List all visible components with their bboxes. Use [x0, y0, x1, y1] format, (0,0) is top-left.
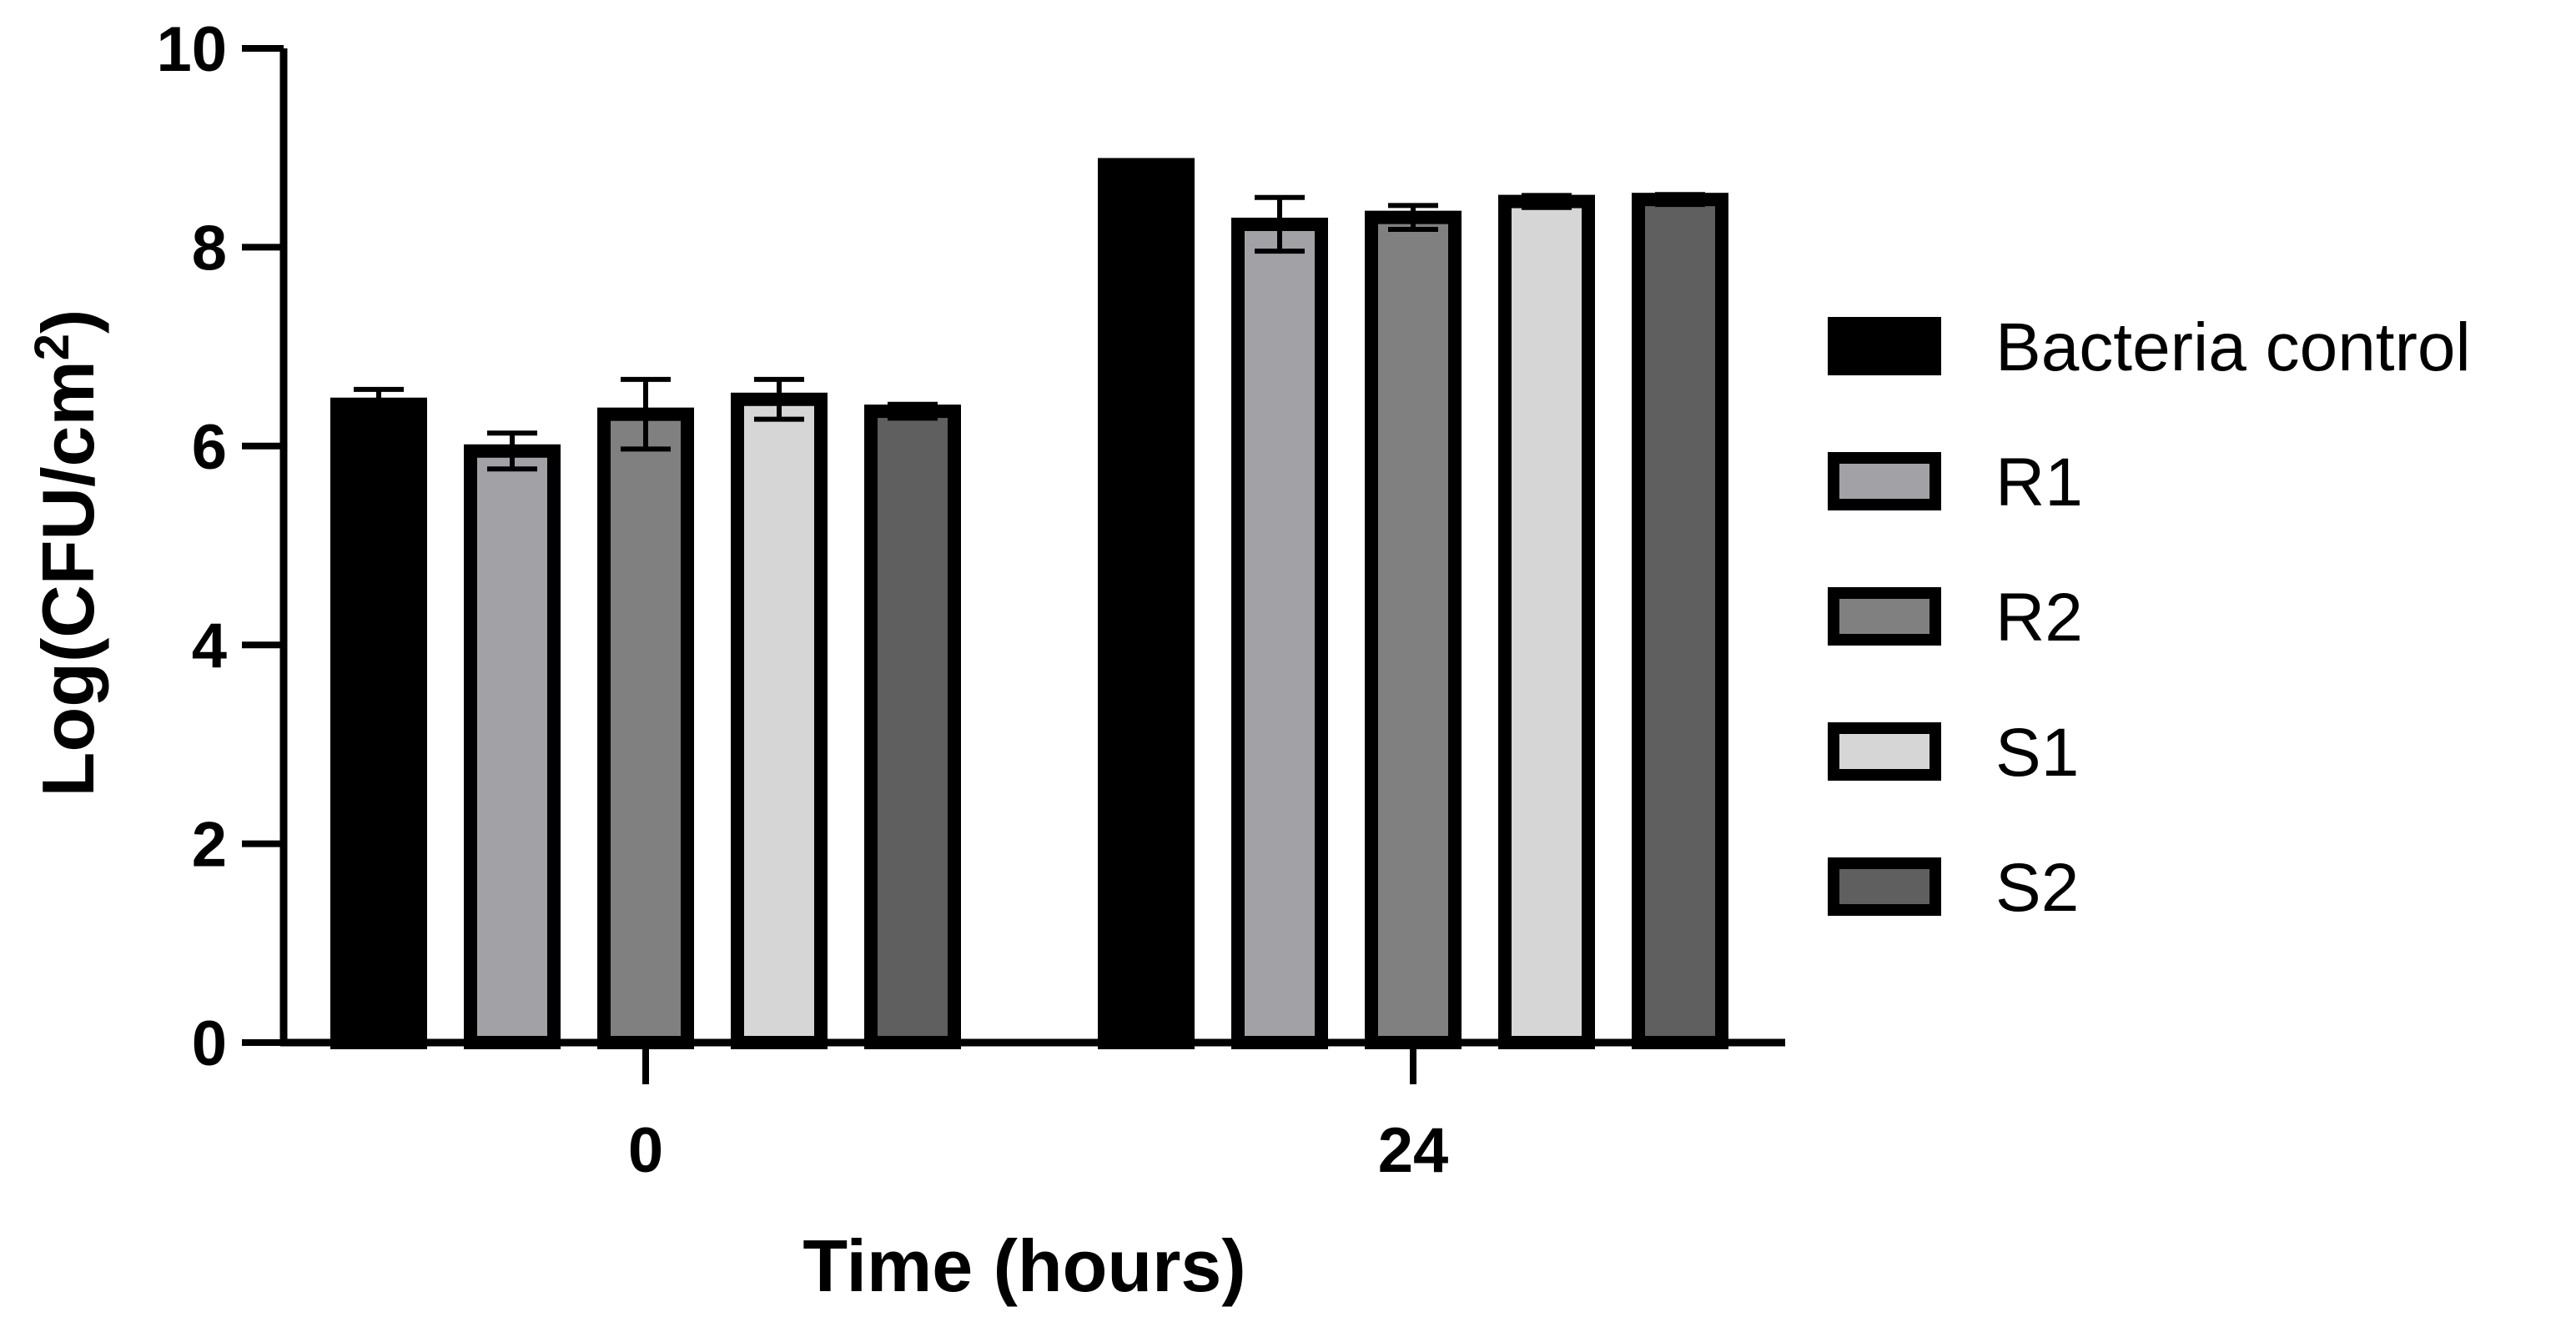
x-tick-label: 0 — [628, 1115, 663, 1186]
legend-swatch — [1828, 857, 1941, 916]
y-axis-title-suffix: ) — [27, 309, 109, 334]
y-tick-label: 8 — [192, 213, 227, 284]
legend-label: R1 — [1995, 445, 2083, 520]
y-axis-title-main: Log(CFU/cm — [27, 360, 109, 797]
chart-marks — [330, 158, 1728, 1050]
x-axis-title: Time (hours) — [802, 1224, 1245, 1307]
legend-label: R2 — [1995, 580, 2083, 656]
y-tick-label: 2 — [192, 810, 227, 881]
legend-swatch — [1828, 452, 1941, 510]
legend-label: S1 — [1995, 715, 2079, 791]
y-axis-title-superscript: 2 — [25, 334, 79, 360]
legend-swatch — [1828, 722, 1941, 781]
bar — [464, 444, 561, 1049]
legend-swatch — [1828, 587, 1941, 646]
legend: Bacteria control R1 R2 S1 S2 — [1828, 309, 2471, 926]
legend-label: Bacteria control — [1995, 309, 2471, 385]
bar — [1498, 194, 1595, 1049]
legend-label: S2 — [1995, 850, 2079, 926]
y-axis-title: Log(CFU/cm2) — [25, 309, 109, 797]
y-tick-label: 4 — [192, 611, 227, 681]
y-tick-label: 10 — [156, 14, 227, 85]
y-tick-label: 0 — [192, 1008, 227, 1079]
bar — [330, 397, 427, 1049]
bar — [864, 405, 961, 1049]
x-tick-label: 24 — [1378, 1115, 1449, 1186]
bar — [1632, 193, 1728, 1049]
legend-swatch — [1828, 317, 1941, 375]
bar — [597, 407, 694, 1049]
bar — [1231, 217, 1328, 1049]
bar — [1098, 158, 1195, 1050]
bar — [731, 392, 828, 1049]
bar — [1365, 210, 1462, 1049]
y-tick-label: 6 — [192, 412, 227, 483]
